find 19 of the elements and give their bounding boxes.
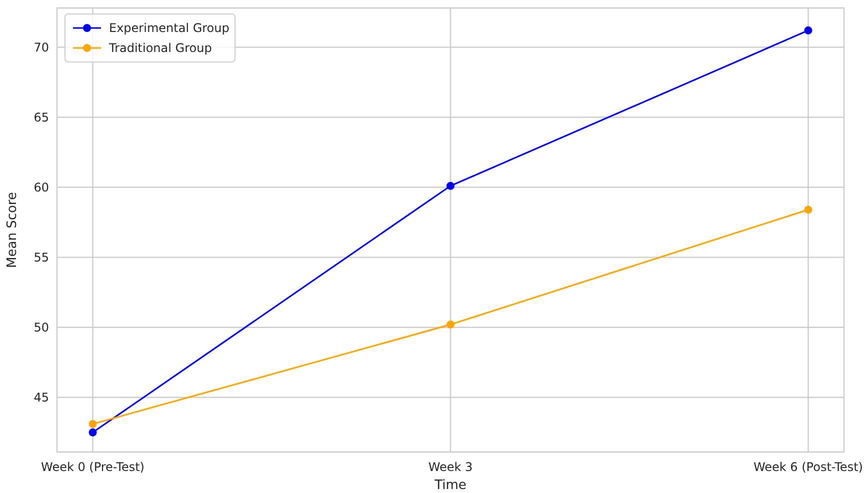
legend-label: Experimental Group [109,21,230,36]
x-tick-label: Week 0 (Pre-Test) [41,460,144,474]
y-tick-label: 65 [34,110,49,124]
point [88,420,97,428]
point [88,428,97,436]
y-tick-label: 60 [34,180,49,194]
y-tick-label: 55 [34,250,49,265]
x-tick-label: Week 6 (Post-Test) [753,460,863,474]
x-tick-label: Week 3 [428,460,473,474]
x-axis-title: Time [434,478,466,493]
point [804,26,812,34]
y-tick-label: 45 [34,390,49,405]
point [804,206,812,214]
point [446,320,454,329]
legend-label: Traditional Group [108,41,212,56]
y-axis-title: Mean Score [5,192,20,268]
point [446,182,454,190]
y-tick-label: 70 [34,40,49,54]
y-tick-label: 50 [34,320,49,335]
